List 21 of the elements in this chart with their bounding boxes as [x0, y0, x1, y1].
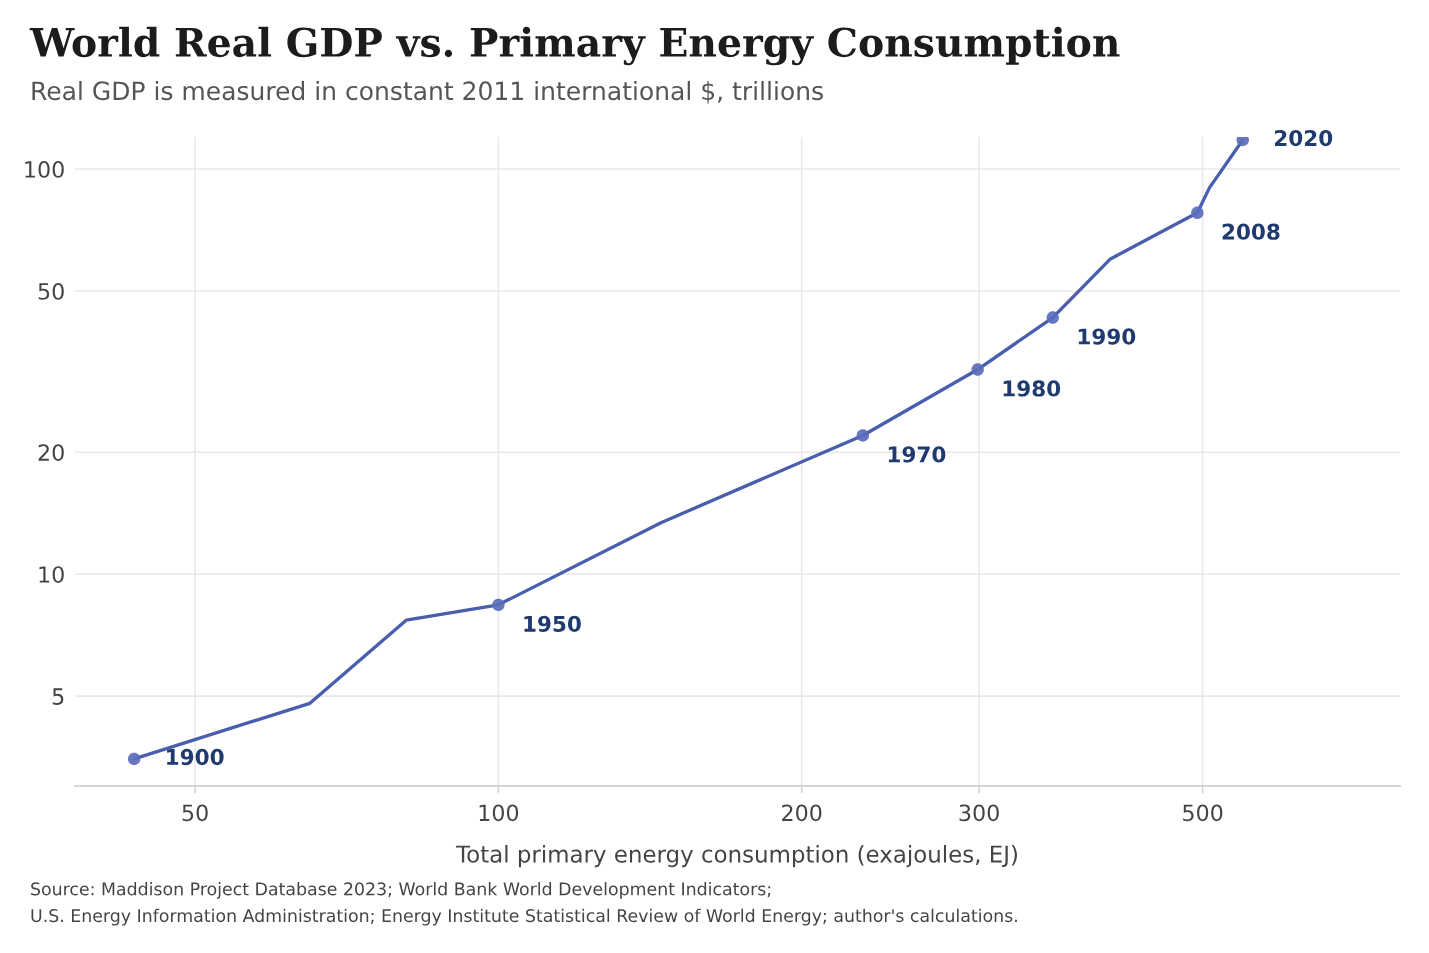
x-tick-label: 100	[479, 804, 519, 822]
annotation: 1900	[167, 748, 224, 766]
annotation: 1970	[888, 446, 946, 463]
chart-title: World Real GDP vs. Primary Energy Consumption	[29, 26, 1120, 66]
x-tick-label: 300	[959, 804, 999, 822]
y-tick-label: 100	[25, 161, 64, 178]
annotation: 2008	[1222, 223, 1280, 240]
x-tick-label: 200	[782, 804, 822, 822]
annotation: 1980	[1003, 380, 1061, 397]
chart-subtitle: Real GDP is measured in constant 2011 international $, trillions	[32, 80, 823, 104]
x-axis-title: Total primary energy consumption (exajoules, EJ)	[455, 845, 1017, 868]
source-note: Source: Maddison Project Database 2023; World Bank World Development Indicators; U.S. Energy Information Administration; Energy Institute Statistical Review of World Energy; author's calculations.	[31, 882, 1017, 926]
annotation: 1950	[524, 615, 581, 632]
y-tick-label: 5	[52, 688, 64, 705]
x-tick-label: 500	[1183, 804, 1223, 822]
y-tick-label: 10	[39, 566, 64, 583]
y-tick-label: 20	[38, 444, 64, 461]
x-tick-label: 50	[182, 804, 208, 822]
annotation: 2020	[1274, 129, 1333, 147]
y-tick-label: 50	[38, 282, 64, 300]
annotation: 1990	[1078, 328, 1136, 345]
